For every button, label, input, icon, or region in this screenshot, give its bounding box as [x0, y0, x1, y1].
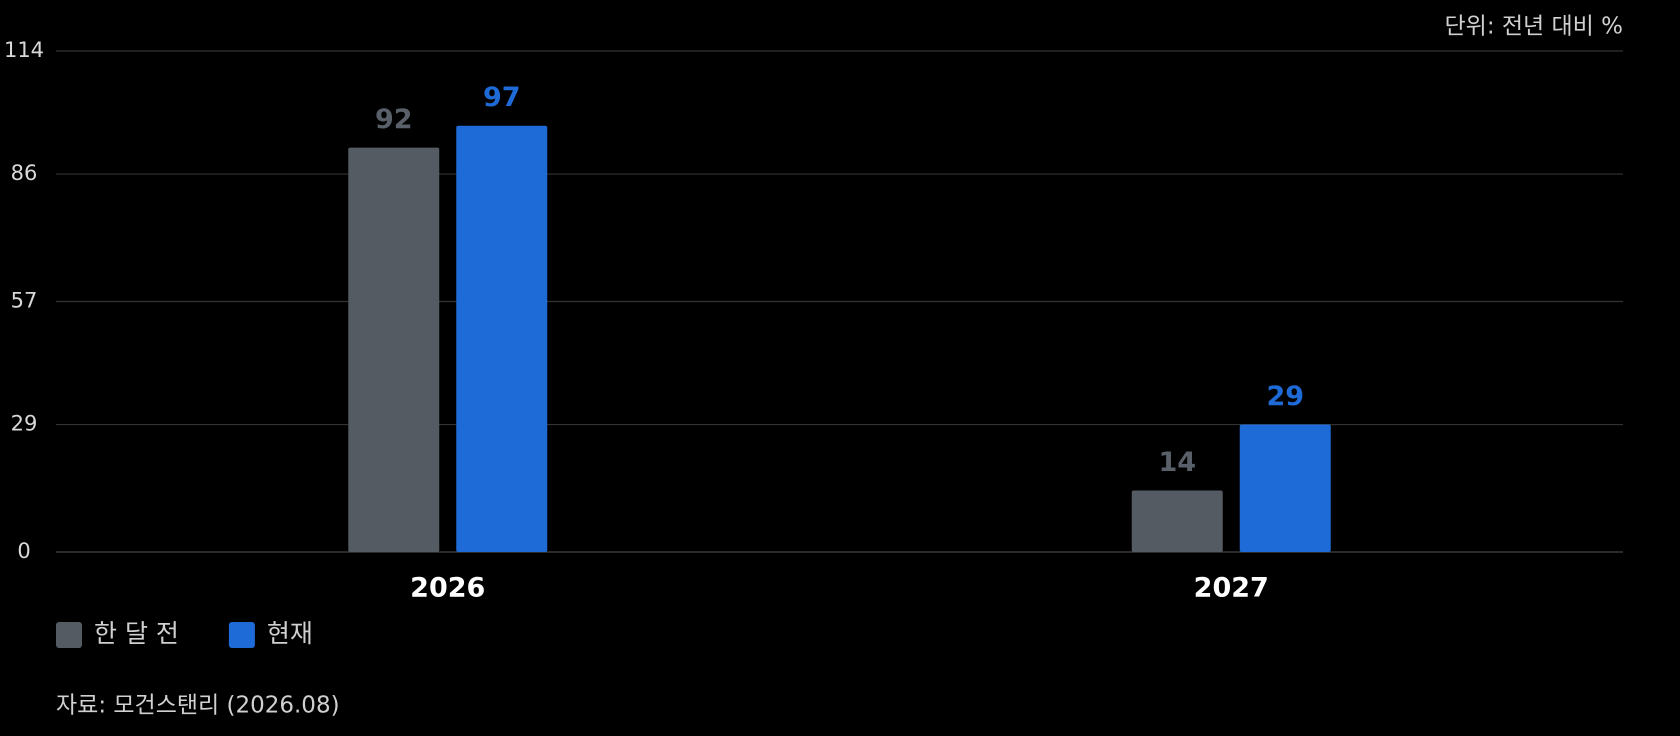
bar — [348, 147, 440, 552]
y-tick-label: 29 — [11, 412, 38, 436]
source: 자료: 모건스탠리 (2026.08) — [56, 693, 340, 719]
unit-label: 단위: 전년 대비 % — [1445, 14, 1624, 40]
value-label: 97 — [483, 82, 521, 113]
bar — [1131, 490, 1223, 552]
y-tick-label: 86 — [11, 161, 38, 185]
legend-swatch — [228, 622, 255, 648]
bar — [456, 125, 548, 553]
legend-label: 한 달 전 — [94, 619, 179, 648]
value-label: 92 — [375, 104, 413, 135]
y-tick-label: 57 — [11, 289, 38, 313]
bar — [1239, 424, 1331, 552]
x-tick-label: 2027 — [1194, 573, 1269, 604]
value-label: 14 — [1158, 447, 1196, 478]
x-tick-label: 2026 — [410, 573, 485, 604]
legend-label: 현재 — [267, 619, 313, 648]
y-tick-label: 0 — [17, 539, 30, 563]
value-label: 29 — [1266, 381, 1304, 412]
legend-swatch — [56, 622, 82, 648]
y-tick-label: 114 — [4, 38, 44, 62]
